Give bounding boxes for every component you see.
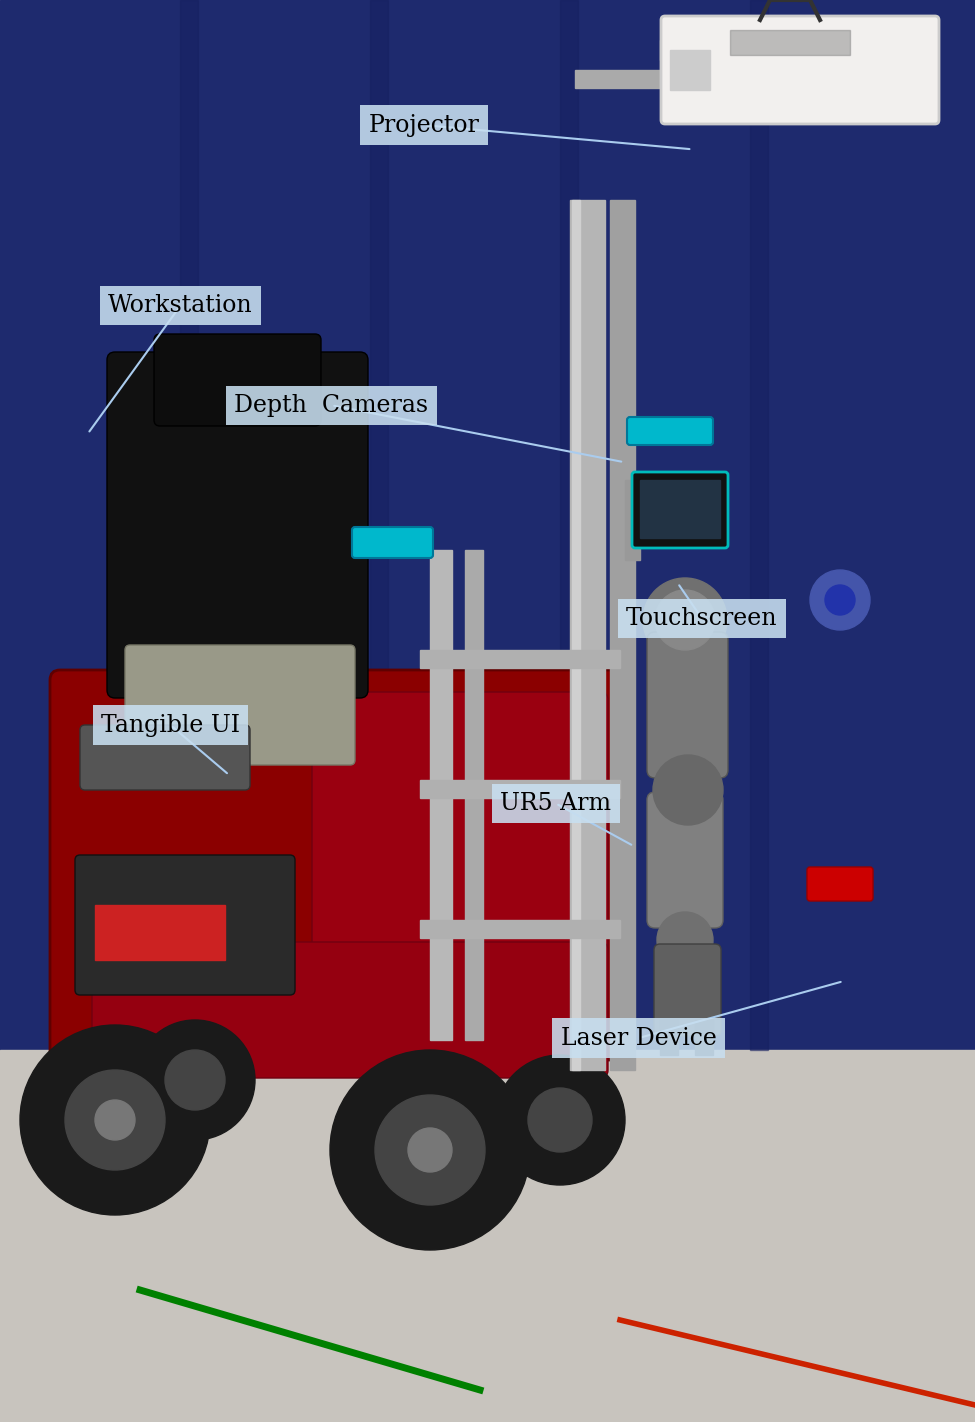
Text: UR5 Arm: UR5 Arm bbox=[500, 792, 611, 815]
FancyBboxPatch shape bbox=[50, 670, 630, 1059]
Bar bbox=[370, 0, 388, 1049]
Circle shape bbox=[135, 1020, 255, 1140]
Bar bbox=[420, 650, 620, 668]
Bar bbox=[575, 70, 755, 88]
Bar bbox=[625, 481, 640, 560]
Ellipse shape bbox=[110, 1038, 490, 1072]
Bar bbox=[730, 30, 850, 55]
FancyBboxPatch shape bbox=[647, 631, 728, 778]
Circle shape bbox=[528, 1088, 592, 1152]
Bar bbox=[750, 0, 768, 1049]
FancyBboxPatch shape bbox=[80, 725, 250, 791]
FancyBboxPatch shape bbox=[807, 867, 873, 902]
Circle shape bbox=[655, 590, 715, 650]
FancyBboxPatch shape bbox=[647, 792, 723, 929]
Bar bbox=[695, 1020, 713, 1055]
Bar bbox=[660, 40, 925, 60]
Bar bbox=[720, 40, 740, 119]
Circle shape bbox=[165, 1049, 225, 1111]
FancyBboxPatch shape bbox=[75, 855, 295, 995]
Circle shape bbox=[810, 570, 870, 630]
Circle shape bbox=[95, 1101, 135, 1140]
FancyBboxPatch shape bbox=[661, 16, 939, 124]
Bar bbox=[0, 0, 975, 1049]
Circle shape bbox=[408, 1128, 452, 1172]
Bar bbox=[560, 0, 578, 1049]
Bar bbox=[465, 550, 483, 1039]
FancyBboxPatch shape bbox=[125, 646, 355, 765]
Bar bbox=[572, 201, 580, 1069]
FancyBboxPatch shape bbox=[352, 528, 433, 557]
Bar bbox=[420, 920, 620, 939]
Text: Tangible UI: Tangible UI bbox=[101, 714, 240, 737]
Circle shape bbox=[825, 584, 855, 614]
Circle shape bbox=[657, 912, 713, 968]
Bar bbox=[430, 550, 452, 1039]
FancyBboxPatch shape bbox=[92, 941, 608, 1078]
FancyBboxPatch shape bbox=[632, 472, 728, 547]
Bar bbox=[610, 201, 635, 1069]
Circle shape bbox=[643, 577, 727, 663]
Circle shape bbox=[20, 1025, 210, 1214]
Circle shape bbox=[65, 1069, 165, 1170]
FancyBboxPatch shape bbox=[312, 693, 608, 958]
Bar bbox=[640, 481, 720, 538]
FancyBboxPatch shape bbox=[107, 353, 368, 698]
Bar bbox=[420, 781, 620, 798]
Circle shape bbox=[495, 1055, 625, 1185]
Text: Touchscreen: Touchscreen bbox=[626, 607, 778, 630]
Text: Workstation: Workstation bbox=[108, 294, 253, 317]
Bar bbox=[95, 904, 225, 960]
Text: Laser Device: Laser Device bbox=[561, 1027, 717, 1049]
Bar bbox=[180, 0, 198, 1049]
FancyBboxPatch shape bbox=[154, 334, 321, 427]
Bar bbox=[0, 1049, 975, 1422]
Bar bbox=[670, 50, 710, 90]
FancyBboxPatch shape bbox=[627, 417, 713, 445]
Bar bbox=[660, 1020, 678, 1055]
Text: Projector: Projector bbox=[369, 114, 480, 137]
FancyBboxPatch shape bbox=[654, 944, 721, 1037]
Circle shape bbox=[375, 1095, 485, 1204]
Circle shape bbox=[653, 755, 723, 825]
Text: Depth  Cameras: Depth Cameras bbox=[234, 394, 429, 417]
Circle shape bbox=[330, 1049, 530, 1250]
Bar bbox=[570, 201, 605, 1069]
